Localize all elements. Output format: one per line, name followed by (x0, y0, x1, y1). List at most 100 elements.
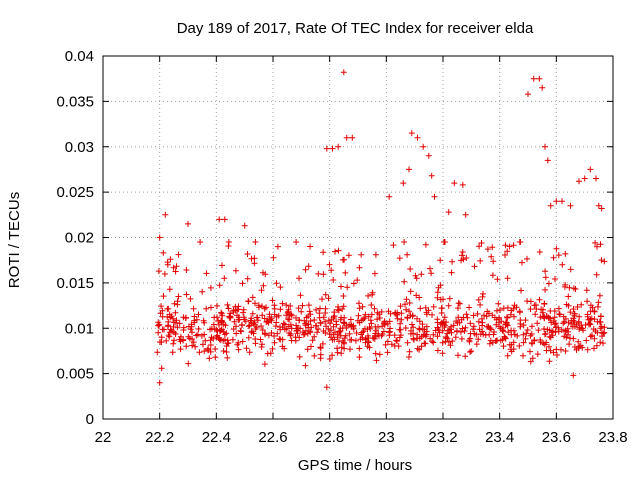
data-point (559, 261, 566, 268)
data-point (571, 319, 578, 326)
data-point (249, 310, 256, 317)
data-point (286, 330, 293, 336)
data-point (532, 311, 539, 318)
data-point (261, 315, 268, 322)
data-point (567, 202, 574, 209)
data-point (401, 239, 408, 245)
data-point (541, 300, 548, 307)
x-tick-label: 22.4 (202, 429, 231, 446)
data-point (296, 353, 303, 360)
x-tick-label: 23.8 (598, 429, 627, 446)
data-point (183, 267, 190, 273)
data-point (401, 278, 408, 285)
data-point (567, 266, 574, 273)
data-point (506, 243, 513, 250)
data-point (587, 166, 594, 173)
data-point (246, 322, 253, 329)
data-point (410, 336, 417, 343)
data-point (571, 312, 578, 319)
data-point (547, 202, 554, 209)
data-point (252, 340, 259, 347)
data-point (488, 326, 494, 333)
data-point (376, 315, 383, 321)
data-point (332, 329, 338, 336)
data-point (224, 301, 231, 308)
data-point (533, 306, 540, 312)
data-point (470, 326, 477, 333)
data-point (446, 295, 453, 302)
data-point (274, 243, 281, 250)
data-point (531, 337, 538, 343)
data-point (172, 268, 179, 275)
data-point (296, 317, 303, 324)
data-point (471, 263, 478, 270)
y-tick-label: 0.035 (56, 93, 94, 110)
data-point (207, 342, 214, 348)
data-point (434, 347, 441, 354)
data-point (524, 298, 531, 305)
data-point (458, 335, 465, 342)
data-point (299, 302, 306, 309)
data-point (475, 318, 482, 325)
data-point (380, 328, 387, 335)
y-tick-labels: 0 0.005 0.01 0.015 0.02 0.025 0.03 0.035 0.04 (56, 48, 94, 428)
data-point (283, 302, 290, 309)
data-point (413, 275, 420, 282)
data-point (348, 336, 355, 343)
data-point (337, 332, 344, 339)
data-point (212, 354, 219, 361)
data-point (601, 329, 608, 336)
data-point (329, 145, 336, 152)
data-point (167, 326, 174, 333)
data-point (369, 289, 376, 296)
data-point (591, 345, 597, 352)
data-point (500, 343, 507, 350)
data-point (362, 336, 369, 343)
data-point (391, 332, 398, 339)
data-point (203, 305, 210, 312)
data-point (495, 300, 502, 307)
data-point (157, 310, 164, 317)
data-point (584, 313, 591, 320)
data-point (474, 310, 481, 317)
data-point (475, 296, 482, 303)
data-point (317, 305, 323, 312)
data-point (251, 255, 258, 262)
data-point (251, 319, 258, 326)
data-point (527, 332, 534, 339)
data-point (326, 331, 333, 338)
data-point (159, 326, 166, 333)
data-point (449, 258, 456, 265)
data-point (302, 362, 309, 369)
data-point (534, 320, 541, 327)
data-point (357, 336, 364, 343)
data-point (269, 345, 276, 352)
data-point (542, 286, 549, 293)
data-point (185, 360, 192, 367)
data-point (262, 331, 269, 338)
data-point (177, 346, 184, 353)
data-point (280, 320, 287, 327)
data-point (219, 262, 225, 269)
data-point (589, 304, 596, 311)
data-point (309, 337, 316, 344)
data-point (287, 321, 294, 328)
data-point (522, 335, 529, 342)
data-point (160, 293, 167, 300)
data-point (530, 75, 537, 82)
data-point (296, 334, 303, 341)
data-point (396, 255, 403, 262)
data-point (368, 302, 375, 308)
data-point (335, 143, 342, 150)
data-point (551, 314, 558, 321)
data-point (586, 321, 593, 328)
data-point (403, 306, 410, 313)
data-point (587, 333, 594, 340)
data-point (567, 309, 574, 316)
data-point (429, 311, 435, 318)
data-point (302, 266, 309, 273)
data-point (175, 251, 182, 258)
data-point (407, 266, 414, 272)
data-point (295, 305, 302, 312)
data-point (315, 270, 322, 277)
